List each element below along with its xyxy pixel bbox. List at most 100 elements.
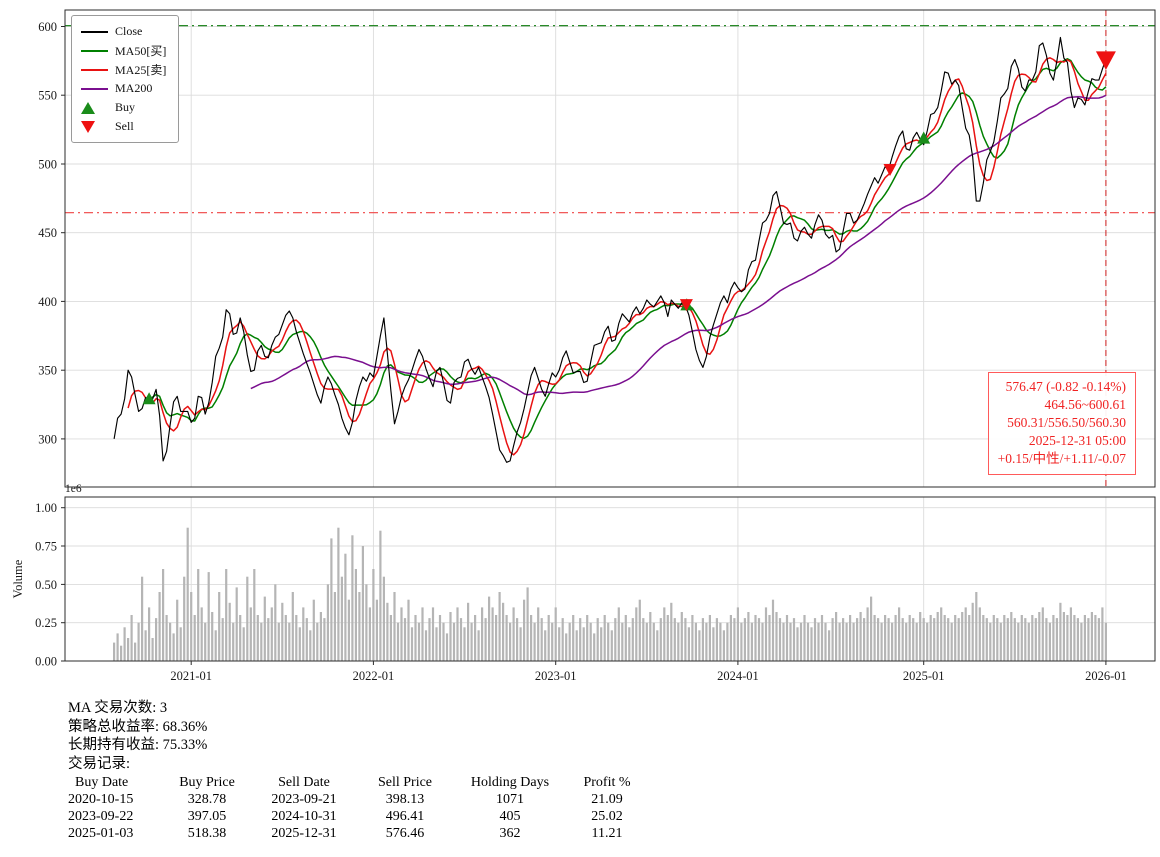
volume-bar xyxy=(1017,622,1020,661)
volume-bar xyxy=(554,607,557,661)
legend-label: MA25[卖] xyxy=(115,63,167,77)
legend-label: Close xyxy=(115,24,143,38)
volume-bar xyxy=(778,618,782,661)
volume-bar xyxy=(568,622,571,661)
volume-bar xyxy=(263,596,266,661)
volume-bar xyxy=(354,569,357,661)
volume-bar xyxy=(820,615,824,661)
volume-bar xyxy=(810,627,813,661)
volume-bar xyxy=(1055,618,1058,661)
volume-bar xyxy=(1094,615,1097,661)
volume-bar xyxy=(750,622,753,661)
volume-bar xyxy=(519,627,522,661)
volume-bar xyxy=(190,592,193,661)
volume-bar xyxy=(445,633,449,661)
volume-bar xyxy=(677,622,680,661)
volume-bar xyxy=(305,618,308,661)
volume-bar xyxy=(880,622,883,661)
volume-bar xyxy=(148,607,151,661)
annotation-last-price: 576.47 (-0.82 -0.14%) xyxy=(1005,379,1126,394)
volume-bar xyxy=(530,615,533,661)
volume-y-tick-label: 0.00 xyxy=(35,655,57,669)
volume-bar xyxy=(789,622,792,661)
volume-bar xyxy=(877,618,880,661)
volume-bar xyxy=(277,622,280,661)
volume-bar xyxy=(866,607,869,661)
volume-bar xyxy=(235,587,238,661)
volume-bar xyxy=(337,527,340,661)
volume-bar xyxy=(828,630,831,661)
volume-bar xyxy=(968,615,971,661)
legend-label: MA50[买] xyxy=(115,44,167,58)
price-y-tick-label: 350 xyxy=(38,364,57,378)
price-y-tick-label: 600 xyxy=(38,20,57,34)
volume-bar xyxy=(645,622,648,661)
volume-bar xyxy=(221,618,224,661)
volume-bar xyxy=(764,607,768,661)
volume-bar xyxy=(403,618,407,661)
volume-bar xyxy=(253,569,256,661)
volume-bar xyxy=(817,622,820,661)
volume-bar xyxy=(270,607,273,661)
sell-marker xyxy=(1095,51,1116,70)
ma-line-5 xyxy=(127,57,1107,456)
volume-bar xyxy=(526,587,529,661)
volume-bar xyxy=(642,618,645,661)
volume-bar xyxy=(333,592,336,661)
volume-bar xyxy=(978,607,981,661)
volume-bar xyxy=(256,615,259,661)
volume-bar xyxy=(936,612,939,661)
legend-item-buy: Buy xyxy=(81,98,166,117)
cell-holding-days: 362 xyxy=(499,826,521,841)
volume-bar xyxy=(838,622,841,661)
volume-bar xyxy=(733,618,736,661)
volume-bar xyxy=(891,622,894,661)
trade-row: 2020-10-15 328.78 2023-09-21 398.13 1071… xyxy=(68,791,642,808)
volume-bar xyxy=(757,618,761,661)
volume-bar xyxy=(533,622,536,661)
volume-bar xyxy=(249,607,252,661)
price-panel-spine xyxy=(64,9,1156,488)
volume-bar xyxy=(912,618,915,661)
volume-bar xyxy=(887,618,890,661)
volume-bar xyxy=(113,642,116,661)
volume-bar xyxy=(901,618,904,661)
volume-bar xyxy=(996,618,999,661)
legend-item-ma50: MA50[买] xyxy=(81,41,166,60)
price-y-tick-label: 500 xyxy=(38,157,57,171)
volume-bar xyxy=(621,622,624,661)
volume-bar xyxy=(1052,615,1055,661)
volume-bar xyxy=(729,615,732,661)
volume-bar xyxy=(589,622,592,661)
volume-bar xyxy=(407,599,410,661)
volume-bar xyxy=(155,618,158,661)
volume-bar xyxy=(127,638,130,661)
volume-bar xyxy=(803,615,806,661)
volume-bar xyxy=(663,607,666,661)
x-tick-label: 2025-01 xyxy=(903,669,945,683)
volume-bar xyxy=(863,618,866,661)
volume-bar xyxy=(708,615,711,661)
volume-bar xyxy=(183,576,186,661)
volume-bar xyxy=(120,645,123,661)
col-holding-days: Holding Days xyxy=(470,775,550,790)
volume-bar xyxy=(754,615,757,661)
legend-item-sell: Sell xyxy=(81,117,166,136)
volume-bar xyxy=(957,618,960,661)
stat-trades-title: 交易记录: xyxy=(68,755,131,772)
volume-bar xyxy=(898,607,901,661)
cell-holding-days: 405 xyxy=(499,809,521,824)
volume-y-tick-label: 0.75 xyxy=(35,540,57,554)
trade-row: 2025-01-03 518.38 2025-12-31 576.46 362 … xyxy=(68,825,642,842)
volume-bar xyxy=(701,618,704,661)
volume-y-tick-label: 0.25 xyxy=(35,616,57,630)
volume-bar xyxy=(582,627,585,661)
annotation-ma-values: 560.31/556.50/560.30 xyxy=(1007,415,1126,430)
volume-bar xyxy=(842,618,845,661)
volume-bar xyxy=(134,642,137,661)
col-sell-price: Sell Price xyxy=(377,775,433,790)
legend-label: MA200 xyxy=(115,81,153,95)
volume-bar xyxy=(905,622,908,661)
volume-bar xyxy=(1104,622,1107,661)
col-buy-date: Buy Date xyxy=(75,775,129,790)
